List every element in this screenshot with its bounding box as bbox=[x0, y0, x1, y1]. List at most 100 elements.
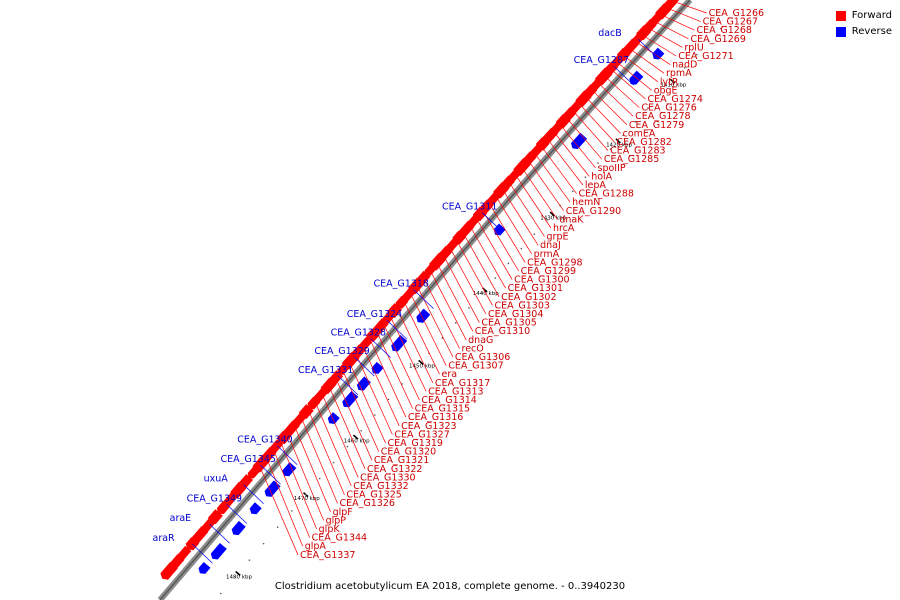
reverse-gene-label: CEA_G1311 bbox=[442, 201, 497, 212]
ruler-tick bbox=[418, 359, 424, 365]
forward-leader-line bbox=[285, 429, 324, 521]
ruler-minor-dot bbox=[571, 190, 574, 193]
reverse-gene-arrow bbox=[210, 543, 227, 560]
forward-gene-arrow bbox=[429, 252, 447, 271]
forward-leader-line bbox=[387, 311, 427, 392]
forward-gene-label: CEA_G1299 bbox=[521, 266, 576, 277]
forward-gene-label: rplU bbox=[684, 42, 704, 53]
ruler-minor-dot bbox=[454, 322, 457, 324]
forward-leader-line bbox=[264, 453, 304, 547]
reverse-leader-line bbox=[386, 319, 408, 340]
forward-leader-line bbox=[499, 185, 539, 246]
reverse-gene-arrow bbox=[652, 47, 665, 60]
forward-leader-line bbox=[326, 381, 366, 469]
reverse-leader-line bbox=[481, 212, 503, 232]
reverse-gene-label: CEA_G1318 bbox=[374, 279, 429, 290]
forward-gene-label: CEA_G1303 bbox=[495, 300, 550, 311]
forward-leader-line bbox=[594, 79, 634, 117]
forward-gene-label: CEA_G1314 bbox=[421, 395, 476, 406]
forward-leader-line bbox=[292, 421, 331, 512]
forward-gene-arrow bbox=[591, 77, 604, 90]
legend-reverse-label: Reverse bbox=[851, 26, 892, 37]
forward-leader-line bbox=[374, 327, 413, 409]
forward-gene-label: lepA bbox=[585, 180, 607, 191]
ruler-tick-label: 1480 kbp bbox=[226, 575, 252, 581]
reverse-leader-line bbox=[370, 338, 391, 358]
forward-gene-label: lytR bbox=[660, 77, 679, 88]
ruler-minor-dot bbox=[507, 262, 510, 265]
forward-gene-arrow bbox=[480, 199, 494, 213]
forward-gene-label: CEA_G1283 bbox=[610, 146, 665, 157]
ruler-minor-dot bbox=[262, 542, 265, 545]
forward-gene-arrow bbox=[160, 561, 178, 580]
forward-gene-label: CEA_G1330 bbox=[360, 472, 415, 483]
reverse-leader-line bbox=[613, 65, 634, 86]
forward-leader-line bbox=[506, 178, 545, 237]
forward-gene-label: CEA_G1271 bbox=[678, 51, 733, 62]
ruler-minor-dot bbox=[609, 148, 612, 151]
forward-leader-line bbox=[381, 319, 420, 401]
forward-gene-label: glpA bbox=[305, 541, 327, 552]
forward-swatch bbox=[835, 11, 846, 21]
ruler-tick bbox=[352, 434, 359, 440]
forward-leader-line bbox=[588, 86, 628, 126]
forward-gene-label: CEA_G1285 bbox=[604, 154, 659, 165]
forward-gene-label: dnaJ bbox=[540, 240, 561, 251]
ruler-minor-dot bbox=[597, 162, 599, 164]
forward-leader-line bbox=[668, 0, 707, 14]
ruler-tick-label: 1430 kbp bbox=[540, 215, 566, 221]
forward-leader-line bbox=[662, 5, 701, 22]
forward-gene-arrow bbox=[239, 474, 254, 489]
forward-gene-label: CEA_G1319 bbox=[388, 438, 443, 449]
forward-leader-line bbox=[656, 12, 695, 31]
forward-leader-line bbox=[401, 296, 440, 375]
forward-gene-label: glpF bbox=[333, 507, 353, 518]
forward-gene-label: CEA_G1327 bbox=[394, 429, 449, 440]
forward-gene-arrow bbox=[178, 545, 192, 560]
reverse-gene-label: CEA_G1329 bbox=[314, 346, 369, 357]
forward-gene-label: CEA_G1304 bbox=[488, 309, 543, 320]
forward-gene-label: recO bbox=[462, 343, 484, 354]
ruler-minor-dot bbox=[481, 292, 483, 294]
ruler-tick-label: 1460 kbp bbox=[344, 438, 370, 444]
forward-gene-label: CEA_G1306 bbox=[455, 352, 510, 363]
forward-gene-label: CEA_G1344 bbox=[312, 533, 367, 544]
forward-gene-label: holA bbox=[591, 171, 612, 182]
forward-leader-line bbox=[312, 397, 352, 487]
ruler-minor-dot bbox=[671, 80, 674, 82]
reverse-gene-label: araE bbox=[170, 513, 192, 524]
forward-leader-line bbox=[427, 266, 467, 340]
forward-gene-label: CEA_G1301 bbox=[508, 283, 563, 294]
forward-leader-line bbox=[441, 251, 480, 323]
ruler-minor-dot bbox=[584, 176, 587, 178]
forward-gene-label: CEA_G1269 bbox=[690, 34, 745, 45]
reverse-gene-label: CEA_G1349 bbox=[187, 493, 242, 504]
reverse-leader-line bbox=[413, 289, 434, 309]
reverse-gene-arrow bbox=[282, 462, 297, 477]
map-caption: Clostridium acetobutylicum EA 2018, comp… bbox=[274, 581, 626, 592]
forward-gene-label: CEA_G1266 bbox=[709, 8, 764, 19]
forward-gene-arrow bbox=[457, 220, 475, 239]
forward-leader-line bbox=[613, 59, 652, 91]
forward-leader-line bbox=[367, 334, 407, 418]
reverse-gene-label: CEA_G1324 bbox=[347, 309, 402, 320]
forward-gene-label: CEA_G1305 bbox=[481, 318, 536, 329]
forward-gene-label: CEA_G1321 bbox=[374, 455, 429, 466]
ruler-minor-dot bbox=[290, 510, 293, 512]
reverse-gene-label: dacB bbox=[598, 28, 622, 39]
forward-gene-label: CEA_G1310 bbox=[475, 326, 530, 337]
ruler-minor-dot bbox=[332, 461, 335, 464]
ruler-minor-dot bbox=[494, 277, 497, 279]
legend: Forward Reverse bbox=[835, 8, 892, 40]
forward-leader-line bbox=[644, 25, 683, 48]
ruler-minor-dot bbox=[720, 27, 722, 30]
legend-forward: Forward bbox=[835, 8, 892, 24]
reverse-swatch bbox=[835, 27, 846, 37]
forward-leader-line bbox=[347, 358, 386, 444]
ruler-minor-dot bbox=[546, 218, 548, 221]
forward-gene-label: rpmA bbox=[666, 68, 692, 79]
forward-gene-label: CEA_G1323 bbox=[401, 421, 456, 432]
ruler-minor-dot bbox=[304, 493, 307, 496]
forward-leader-line bbox=[414, 281, 454, 358]
ruler-minor-dot bbox=[219, 592, 222, 595]
